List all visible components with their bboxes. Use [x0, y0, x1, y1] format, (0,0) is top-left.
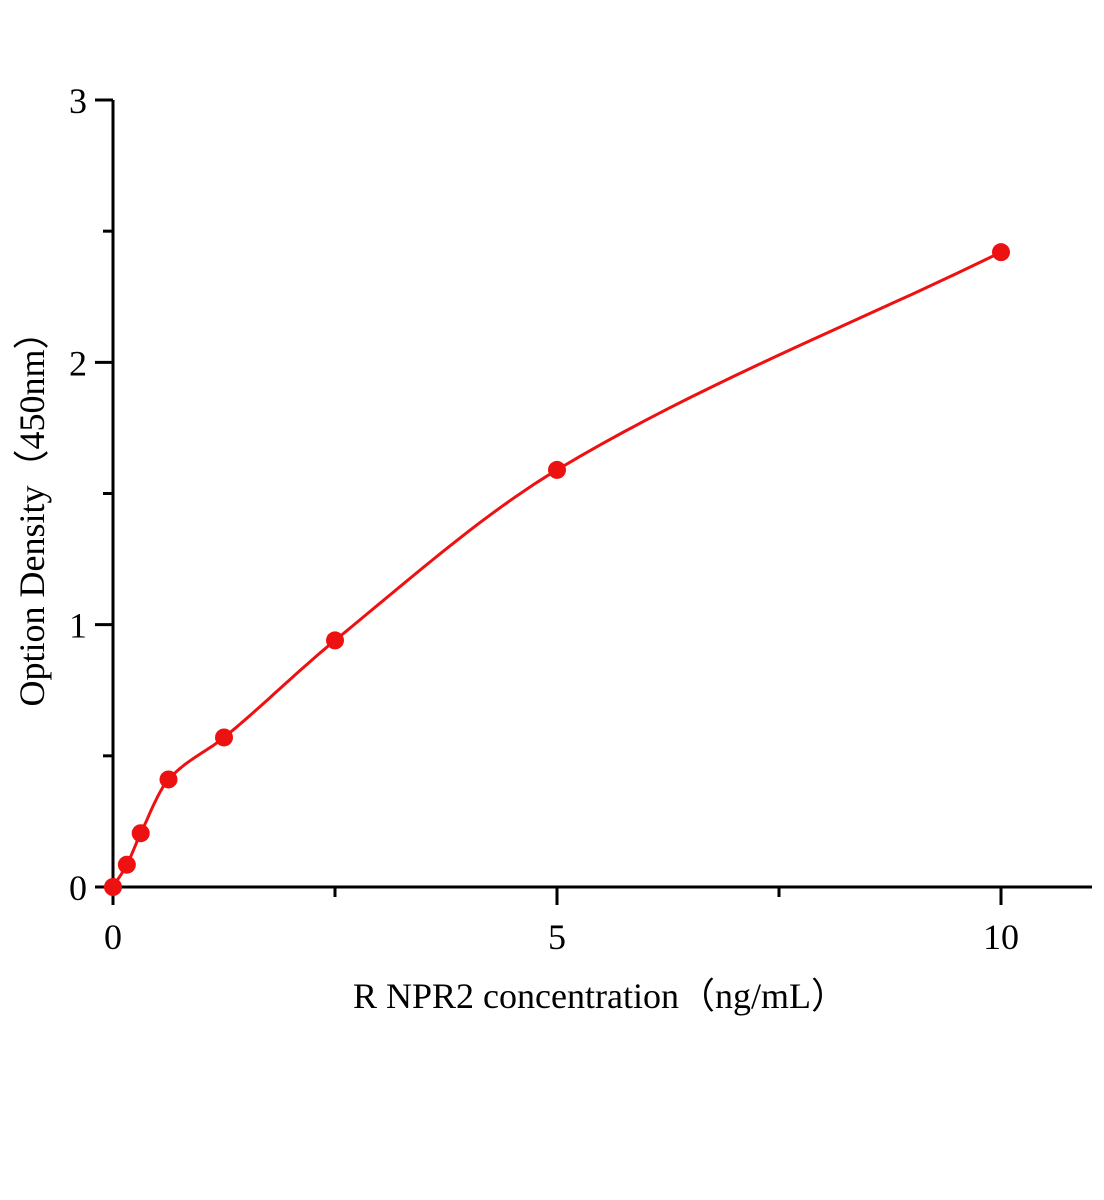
fit-curve	[111, 250, 1002, 888]
y-axis-label: Option Density（450nm）	[12, 314, 52, 707]
data-point	[326, 631, 344, 650]
x-tick-label: 0	[104, 917, 122, 957]
axes: 0 5 10 0 1 2 3	[69, 81, 1092, 957]
data-point	[548, 460, 566, 479]
data-point	[104, 878, 122, 896]
y-tick-label: 0	[69, 868, 87, 908]
y-tick-label: 2	[69, 343, 87, 383]
data-point	[131, 824, 150, 843]
x-axis-label: R NPR2 concentration（ng/mL）	[353, 976, 847, 1016]
data-points	[104, 243, 1010, 896]
data-point	[992, 243, 1010, 262]
x-tick-label: 10	[983, 917, 1019, 957]
data-point	[117, 855, 136, 874]
fit-curve-group	[111, 250, 1002, 888]
data-point	[159, 770, 178, 789]
y-tick-label: 1	[69, 606, 87, 646]
x-tick-label: 5	[548, 917, 566, 957]
y-tick-label: 3	[69, 81, 87, 121]
data-point	[215, 728, 233, 747]
